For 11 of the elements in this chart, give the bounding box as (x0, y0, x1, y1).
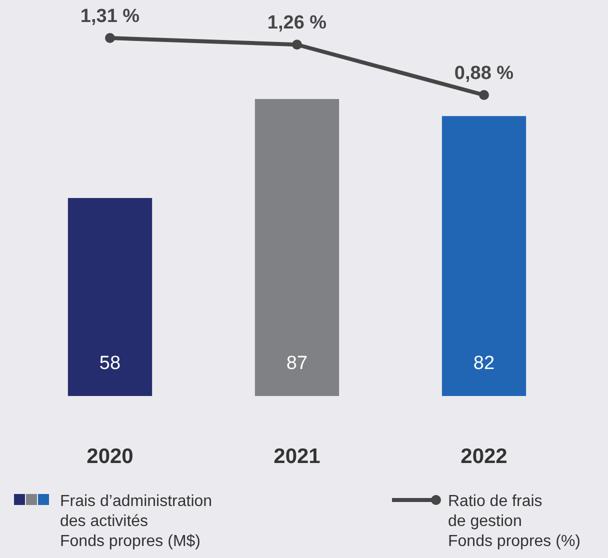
legend-label: Ratio de frais de gestion Fonds propres (%) (448, 493, 580, 550)
data-label: 1,31 % (80, 6, 140, 27)
x-tick-label: 2021 (274, 445, 321, 468)
data-label: 0,88 % (454, 63, 514, 84)
legend-label: Frais d’administration des activités Fonds propres (M$) (60, 493, 212, 550)
x-tick-label: 2020 (86, 445, 134, 468)
data-label: 82 (473, 353, 495, 374)
data-label: 87 (286, 353, 308, 374)
x-tick-label: 2022 (460, 445, 508, 468)
data-label: 1,26 % (267, 12, 327, 34)
data-label: 58 (99, 353, 121, 374)
